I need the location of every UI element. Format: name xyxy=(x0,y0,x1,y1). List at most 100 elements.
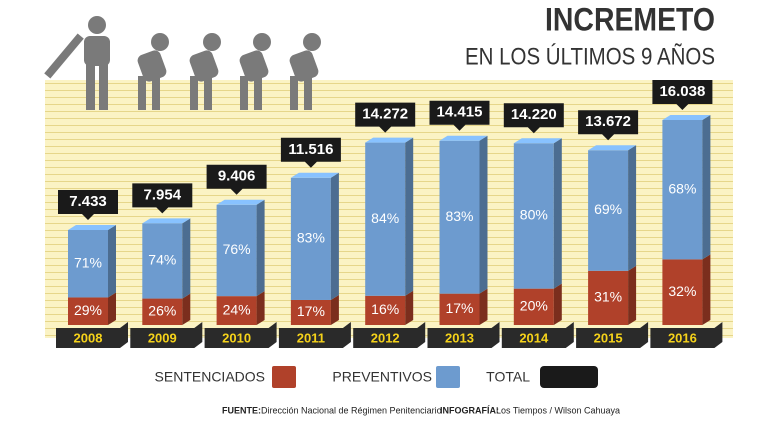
credit: Los Tiempos / Wilson Cahuaya xyxy=(496,405,620,415)
bar-segment xyxy=(588,270,629,325)
source-label: FUENTE: xyxy=(222,405,261,415)
bar-top xyxy=(662,115,711,120)
segment-label: 69% xyxy=(594,201,622,217)
total-box xyxy=(280,137,341,168)
segment-label: 32% xyxy=(668,283,696,299)
segment-label: 68% xyxy=(668,180,696,196)
bar-side xyxy=(405,290,414,325)
total-box xyxy=(429,100,490,131)
bar-top xyxy=(588,145,637,151)
x-tick-label: 2016 xyxy=(668,330,697,345)
x-tick-label: 2009 xyxy=(148,330,177,345)
bar-side xyxy=(628,145,637,271)
legend-swatch xyxy=(272,366,296,388)
x-tick-label: 2014 xyxy=(519,330,549,345)
total-box xyxy=(58,189,118,220)
segment-label: 17% xyxy=(445,300,473,316)
source: Dirección Nacional de Régimen Penitencia… xyxy=(261,405,442,415)
year-base xyxy=(576,322,649,348)
bar-top xyxy=(142,218,191,224)
x-tick-label: 2013 xyxy=(445,330,474,345)
total-label: 16.038 xyxy=(659,83,705,100)
bar-segment xyxy=(365,142,406,296)
total-box xyxy=(206,164,267,195)
credit-label: INFOGRAFÍA: xyxy=(440,405,499,415)
bar-segment xyxy=(142,298,183,325)
year-base xyxy=(204,322,277,348)
bar-side xyxy=(405,137,414,296)
bar-side xyxy=(479,288,488,325)
segment-label: 17% xyxy=(297,303,325,319)
year-base xyxy=(427,322,500,348)
chart-subtitle: EN LOS ÚLTIMOS 9 AÑOS xyxy=(465,43,715,70)
segment-label: 29% xyxy=(74,302,102,318)
total-label: 13.672 xyxy=(585,113,631,130)
bar-side xyxy=(553,138,562,289)
total-label: 14.415 xyxy=(437,104,483,121)
bar-segment xyxy=(216,204,257,297)
x-tick-label: 2010 xyxy=(222,330,251,345)
year-base xyxy=(278,322,351,348)
bar-segment xyxy=(588,150,629,271)
year-base xyxy=(650,322,723,348)
segment-label: 71% xyxy=(74,254,102,270)
bar-segment xyxy=(68,297,108,325)
footer: FUENTE: Dirección Nacional de Régimen Pe… xyxy=(222,405,620,415)
bar-top xyxy=(365,137,414,143)
total-box xyxy=(652,80,713,110)
year-base xyxy=(130,322,203,348)
segment-label: 83% xyxy=(445,208,473,224)
bar-top xyxy=(290,172,339,178)
total-label: 14.272 xyxy=(362,106,408,123)
segment-label: 26% xyxy=(148,302,176,318)
x-tick-label: 2011 xyxy=(297,330,325,345)
year-base xyxy=(501,322,574,348)
x-tick-label: 2008 xyxy=(74,330,103,345)
segment-label: 16% xyxy=(371,301,399,317)
bar-side xyxy=(108,224,116,298)
legend-swatch xyxy=(436,366,460,388)
total-label: 9.406 xyxy=(218,168,256,185)
bar-segment xyxy=(439,140,480,294)
segment-label: 84% xyxy=(371,210,399,226)
bar-segment xyxy=(290,299,331,325)
total-box xyxy=(503,103,564,134)
x-tick-label: 2015 xyxy=(594,330,623,345)
total-label: 7.433 xyxy=(69,193,107,210)
segment-label: 24% xyxy=(223,301,251,317)
bar-side xyxy=(702,115,711,260)
bar-top xyxy=(513,138,562,144)
segment-label: 20% xyxy=(520,298,548,314)
bar-side xyxy=(182,293,191,325)
bar-top xyxy=(439,135,488,141)
bar-segment xyxy=(513,143,554,289)
bar-side xyxy=(256,291,265,325)
legend-label: PREVENTIVOS xyxy=(332,369,432,385)
bar-side xyxy=(628,265,637,325)
segment-label: 83% xyxy=(297,230,325,246)
bar-top xyxy=(216,199,265,205)
bar-side xyxy=(330,172,339,300)
legend-label: TOTAL xyxy=(486,369,530,385)
bar-side xyxy=(330,294,339,325)
segment-label: 76% xyxy=(223,241,251,257)
bar-side xyxy=(553,283,562,325)
bar-side xyxy=(108,292,116,325)
bar-segment xyxy=(365,295,406,325)
total-box xyxy=(355,102,416,133)
total-box xyxy=(132,183,193,214)
segment-label: 31% xyxy=(594,289,622,305)
legend-swatch xyxy=(540,366,598,388)
total-label: 11.516 xyxy=(288,141,333,158)
bar-side xyxy=(256,199,265,297)
x-tick-label: 2012 xyxy=(371,330,400,345)
bar-segment xyxy=(216,296,257,325)
segment-label: 74% xyxy=(148,252,176,268)
total-label: 14.220 xyxy=(511,106,557,123)
bar-top xyxy=(68,224,116,230)
segment-label: 80% xyxy=(520,207,548,223)
bar-segment xyxy=(439,293,480,325)
year-base xyxy=(56,322,128,348)
bar-side xyxy=(182,218,191,299)
bar-segment xyxy=(513,288,554,325)
